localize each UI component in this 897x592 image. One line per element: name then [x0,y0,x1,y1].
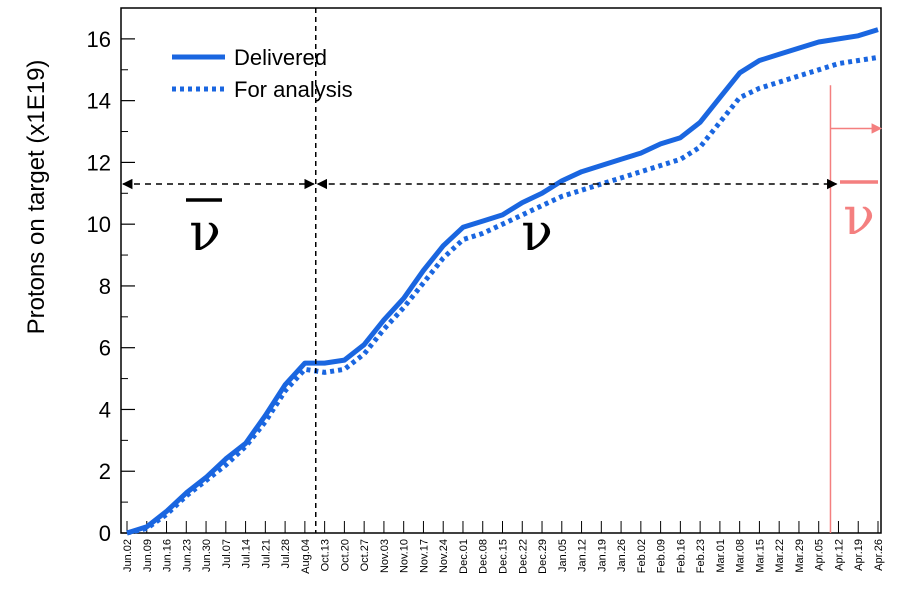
x-tick-label-Mar.22: Mar.22 [774,539,786,573]
y-axis-label: Protons on target (x1E19) [23,60,50,335]
x-tick-label-Feb.23: Feb.23 [695,539,707,573]
series-layer [126,27,879,536]
x-tick-label-Apr.05: Apr.05 [814,539,826,571]
x-tick-label-Jul.07: Jul.07 [221,539,233,568]
region-label-middle-neutrino: ν [521,203,553,263]
x-tick-label-Aug.04: Aug.04 [300,539,312,574]
annotation-layer [121,8,883,533]
x-tick-label-Feb.09: Feb.09 [656,539,668,573]
x-tick-label-Mar.29: Mar.29 [794,539,806,573]
region-label-left-antineutrino: ν [189,203,221,263]
svg-text:ν: ν [521,203,553,263]
y-tick-label-12: 12 [87,150,111,175]
x-tick-label-Apr.19: Apr.19 [853,539,865,571]
y-axis-ticks: 0 2 4 6 8 10 12 14 16 [87,27,135,546]
x-tick-label-Jun.02: Jun.02 [122,539,134,572]
y-tick-label-14: 14 [87,89,111,114]
x-tick-label-Feb.16: Feb.16 [675,539,687,573]
x-tick-label-Jun.16: Jun.16 [162,539,174,572]
region-label-right-antineutrino: ν [843,187,875,247]
x-tick-label-Dec.08: Dec.08 [478,539,490,574]
x-tick-label-Apr.26: Apr.26 [873,539,885,571]
x-tick-label-Oct.27: Oct.27 [359,539,371,571]
y-tick-label-6: 6 [99,336,111,361]
x-tick-label-Jul.14: Jul.14 [241,539,253,568]
y-tick-label-8: 8 [99,274,111,299]
x-tick-label-Jun.09: Jun.09 [142,539,154,572]
x-tick-label-Jan.26: Jan.26 [616,539,628,572]
x-tick-label-Dec.15: Dec.15 [498,539,510,574]
x-tick-label-Jan.05: Jan.05 [557,539,569,572]
x-tick-label-Nov.10: Nov.10 [399,539,411,573]
x-tick-label-Feb.02: Feb.02 [636,539,648,573]
y-tick-label-4: 4 [99,397,111,422]
legend-label-for-analysis: For analysis [234,77,353,102]
series-line-delivered [126,27,879,536]
x-tick-label-Apr.12: Apr.12 [833,539,845,571]
y-tick-label-10: 10 [87,212,111,237]
plot-frame [120,7,882,534]
y-tick-label-2: 2 [99,459,111,484]
series-line-for-analysis [126,54,879,536]
x-tick-label-Nov.24: Nov.24 [438,539,450,573]
x-tick-label-Nov.17: Nov.17 [418,539,430,573]
y-tick-label-0: 0 [99,521,111,546]
x-axis-ticks: Jun.02 Jun.09 Jun.16 Jun.23 Jun.30 Jul.07 Jul.… [122,521,885,574]
x-tick-label-Mar.01: Mar.01 [715,539,727,573]
x-tick-label-Oct.13: Oct.13 [320,539,332,571]
x-tick-label-Jan.19: Jan.19 [596,539,608,572]
x-tick-label-Jun.30: Jun.30 [201,539,213,572]
x-tick-label-Jan.12: Jan.12 [577,539,589,572]
x-tick-label-Nov.03: Nov.03 [379,539,391,573]
x-tick-label-Mar.08: Mar.08 [735,539,747,573]
y-tick-label-16: 16 [87,27,111,52]
svg-text:ν: ν [189,203,221,263]
legend: Delivered For analysis [172,45,353,102]
x-tick-label-Jul.28: Jul.28 [280,539,292,568]
x-tick-label-Oct.20: Oct.20 [339,539,351,571]
x-tick-label-Dec.29: Dec.29 [537,539,549,574]
x-tick-label-Jun.23: Jun.23 [181,539,193,572]
x-tick-label-Dec.01: Dec.01 [458,539,470,574]
legend-label-delivered: Delivered [234,45,327,70]
x-tick-label-Dec.22: Dec.22 [517,539,529,574]
x-tick-label-Jul.21: Jul.21 [260,539,272,568]
svg-text:ν: ν [843,187,875,247]
x-tick-label-Mar.15: Mar.15 [754,539,766,573]
